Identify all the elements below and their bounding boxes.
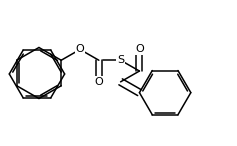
Text: S: S	[117, 55, 124, 65]
Text: O: O	[76, 44, 84, 54]
Text: O: O	[95, 77, 103, 87]
Text: O: O	[135, 44, 144, 54]
